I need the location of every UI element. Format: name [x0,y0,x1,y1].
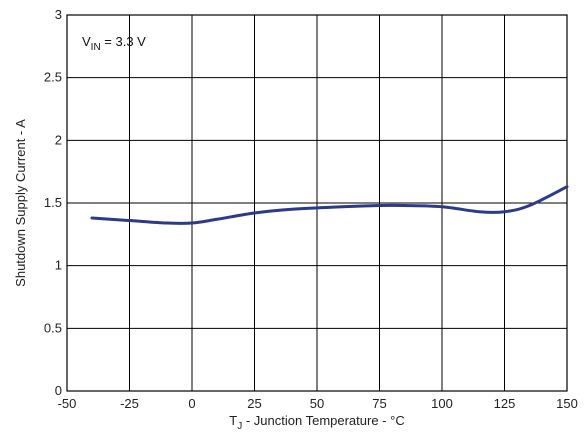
series-point [216,218,218,221]
vin-annotation-sub: IN [91,42,101,53]
series-point [441,205,443,208]
series-point [378,204,381,207]
x-tick-label: 0 [188,396,195,411]
x-tick-label: 125 [494,396,516,411]
y-tick-labels: 0 0.5 1 1.5 2 2.5 3 [44,7,62,398]
x-tick-label: -25 [120,396,139,411]
x-tick-labels: -50 -25 0 25 50 75 100 125 150 [58,396,578,411]
y-tick-label: 0 [55,383,62,398]
series-point [91,217,93,219]
x-tick-label: 150 [556,396,578,411]
series-point [128,219,131,222]
y-tick-label: 1 [55,258,62,273]
y-tick-label: 1.5 [44,195,62,210]
series-layer [90,185,569,225]
series-point [191,222,193,224]
x-tick-label: -50 [58,396,77,411]
y-axis-title: Shutdown Supply Current - A [13,119,28,287]
y-tick-label: 0.5 [44,320,62,335]
series-point [528,204,531,207]
series-point [253,212,256,214]
grid-lines [67,15,567,391]
x-axis-title-rest: - Junction Temperature - °C [242,413,404,428]
x-tick-label: 50 [310,396,324,411]
vin-annotation-main: V [82,34,91,49]
vin-annotation-rest: = 3.3 V [101,34,146,49]
series-point [291,208,293,211]
vin-annotation: VIN = 3.3 V [82,34,146,53]
x-axis-title-sub: J [237,421,242,432]
x-tick-label: 25 [247,396,261,411]
x-axis-title: TJ - Junction Temperature - °C [229,413,404,432]
y-tick-label: 3 [55,7,62,22]
series-point [503,210,506,213]
series-point [566,185,568,188]
series-point [403,204,406,207]
series-point [166,222,168,224]
y-tick-label: 2.5 [44,70,62,85]
x-axis-title-main: T [229,413,237,428]
x-tick-label: 75 [372,396,386,411]
y-tick-label: 2 [55,132,62,147]
x-tick-label: 100 [431,396,453,411]
series-point [341,205,343,208]
series-point [478,210,481,213]
plot-frame [66,14,568,392]
